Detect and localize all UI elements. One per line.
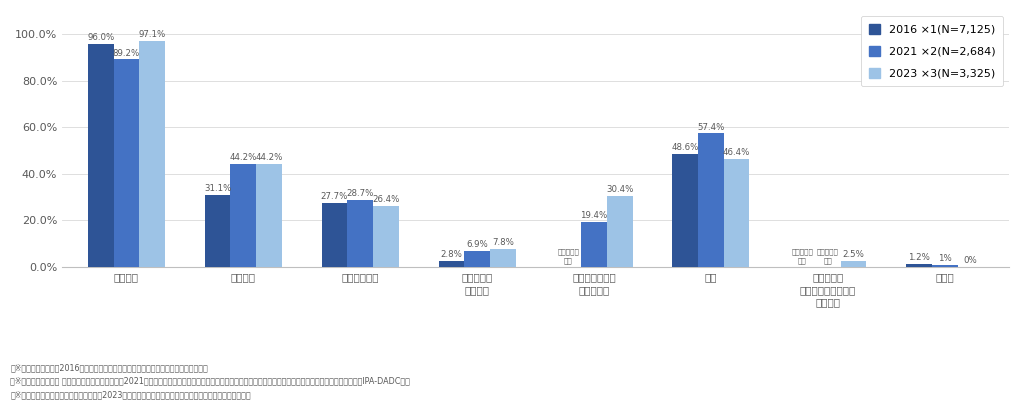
- Text: 96.0%: 96.0%: [87, 33, 115, 42]
- Text: 89.2%: 89.2%: [113, 48, 140, 58]
- Bar: [724, 159, 750, 267]
- Text: 7.8%: 7.8%: [492, 238, 514, 247]
- Text: 46.4%: 46.4%: [723, 148, 751, 157]
- Text: 2.8%: 2.8%: [440, 250, 462, 259]
- Text: 回答選択肢
なし: 回答選択肢 なし: [792, 249, 813, 264]
- Bar: [256, 164, 282, 267]
- Bar: [841, 261, 866, 267]
- Text: 19.4%: 19.4%: [581, 211, 607, 220]
- Text: 48.6%: 48.6%: [672, 143, 698, 152]
- Text: 0%: 0%: [964, 256, 977, 265]
- Text: 97.1%: 97.1%: [138, 30, 166, 39]
- Bar: [347, 200, 373, 267]
- Bar: [698, 133, 724, 267]
- Bar: [139, 41, 165, 267]
- Text: 26.4%: 26.4%: [373, 195, 399, 204]
- Text: 30.4%: 30.4%: [606, 185, 634, 194]
- Text: 6.9%: 6.9%: [466, 240, 488, 249]
- Bar: [932, 265, 957, 267]
- Bar: [114, 59, 139, 267]
- Bar: [489, 249, 516, 267]
- Bar: [322, 203, 347, 267]
- Bar: [582, 222, 607, 267]
- Text: 回答選択肢
なし: 回答選択肢 なし: [557, 249, 580, 264]
- Bar: [438, 260, 464, 267]
- Text: （※１）中小企業庁（2016）「決済事務の事務量等に関する実態調査」最終集計報告書
（※２）公益財団法人 全国中小企業振興機関協会（2021）「ポストコロナ時代: （※１）中小企業庁（2016）「決済事務の事務量等に関する実態調査」最終集計報告…: [10, 364, 411, 399]
- Bar: [673, 154, 698, 267]
- Bar: [230, 164, 256, 267]
- Bar: [205, 195, 230, 267]
- Bar: [464, 251, 489, 267]
- Text: 57.4%: 57.4%: [697, 123, 725, 131]
- Text: 44.2%: 44.2%: [229, 153, 257, 162]
- Bar: [906, 264, 932, 267]
- Bar: [373, 206, 398, 267]
- Text: 1.2%: 1.2%: [908, 253, 930, 262]
- Bar: [88, 44, 114, 267]
- Text: 28.7%: 28.7%: [346, 189, 374, 198]
- Text: 44.2%: 44.2%: [255, 153, 283, 162]
- Text: 27.7%: 27.7%: [321, 192, 348, 201]
- Text: 回答選択肢
なし: 回答選択肢 なし: [817, 249, 839, 264]
- Legend: 2016 ×1(N=7,125), 2021 ×2(N=2,684), 2023 ×3(N=3,325): 2016 ×1(N=7,125), 2021 ×2(N=2,684), 2023…: [861, 16, 1004, 86]
- Text: 31.1%: 31.1%: [204, 184, 231, 193]
- Text: 2.5%: 2.5%: [843, 250, 864, 260]
- Bar: [607, 196, 633, 267]
- Text: 1%: 1%: [938, 254, 951, 263]
